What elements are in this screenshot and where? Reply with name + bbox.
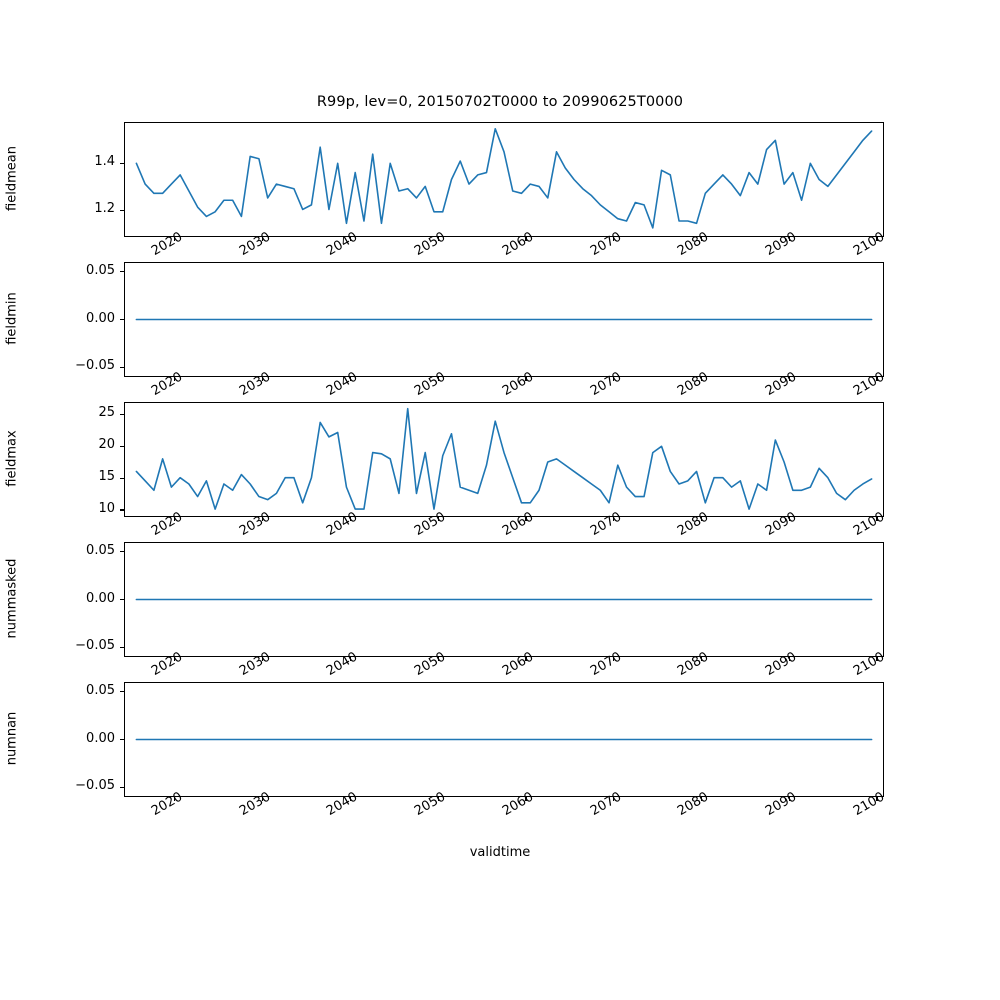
y-tick-mark (120, 691, 124, 693)
x-tick-mark (262, 377, 264, 381)
x-tick-mark (700, 657, 703, 661)
x-tick-mark (174, 797, 176, 801)
plot-line-nummasked (125, 543, 883, 656)
x-tick-mark (349, 377, 351, 381)
plot-line-fieldmin (125, 263, 883, 376)
y-tick-mark (120, 739, 124, 741)
x-tick-mark (613, 797, 615, 801)
y-tick-mark (120, 209, 124, 211)
plot-line-fieldmax (125, 403, 883, 516)
y-tick-label: 20 (98, 437, 115, 453)
y-tick-label: 0.00 (86, 730, 115, 746)
x-tick-mark (349, 237, 351, 241)
y-tick-label: 1.2 (94, 201, 115, 216)
x-tick-mark (525, 797, 527, 801)
x-tick-mark (437, 237, 439, 241)
x-tick-mark (437, 797, 439, 801)
y-tick-mark (120, 162, 124, 164)
y-axis-label-fieldmax: fieldmax (4, 429, 20, 487)
x-tick-mark (700, 237, 703, 241)
x-tick-mark (700, 797, 703, 801)
y-tick-label: 1.4 (94, 154, 115, 170)
x-tick-mark (525, 517, 527, 521)
y-tick-label: 0.05 (86, 682, 115, 698)
y-axis-label-fieldmean: fieldmean (4, 145, 20, 211)
x-tick-mark (613, 237, 615, 241)
y-tick-label: 0.05 (86, 542, 115, 558)
plot-line-fieldmean (125, 123, 883, 236)
y-tick-label: 0.00 (86, 590, 115, 606)
y-tick-mark (120, 445, 124, 447)
x-tick-mark (525, 237, 527, 241)
x-tick-mark (262, 657, 264, 661)
x-tick-mark (349, 797, 351, 801)
plot-line-numnan (125, 683, 883, 796)
x-tick-mark (525, 657, 527, 661)
x-tick-mark (262, 797, 264, 801)
x-tick-mark (525, 377, 527, 381)
axes-fieldmax (124, 402, 884, 517)
y-tick-mark (120, 551, 124, 553)
x-tick-mark (788, 237, 790, 241)
y-tick-mark (120, 477, 124, 479)
x-tick-mark (349, 517, 351, 521)
y-tick-mark (120, 599, 124, 601)
axes-nummasked (124, 542, 884, 657)
x-tick-mark (788, 797, 790, 801)
y-axis-label-numnan: numnan (4, 711, 20, 765)
x-tick-mark (174, 657, 176, 661)
y-tick-label: 15 (98, 469, 115, 485)
x-tick-mark (700, 377, 703, 381)
y-tick-label: −0.05 (75, 358, 115, 374)
y-tick-mark (120, 413, 124, 415)
x-tick-mark (700, 517, 703, 521)
x-tick-mark (876, 797, 878, 801)
x-axis-label: validtime (469, 845, 531, 860)
x-tick-mark (613, 377, 615, 381)
x-tick-mark (788, 517, 790, 521)
x-tick-mark (876, 517, 878, 521)
x-tick-mark (613, 657, 615, 661)
y-axis-label-nummasked: nummasked (4, 558, 20, 638)
x-tick-mark (788, 377, 790, 381)
x-tick-mark (876, 377, 878, 381)
y-tick-mark (120, 319, 124, 321)
y-tick-mark (120, 509, 124, 511)
y-tick-label: 0.00 (86, 310, 115, 326)
x-tick-mark (174, 377, 176, 381)
y-tick-label: 10 (98, 500, 115, 516)
y-tick-label: 0.05 (86, 262, 115, 278)
axes-numnan (124, 682, 884, 797)
x-tick-mark (437, 517, 439, 521)
x-tick-mark (876, 657, 878, 661)
x-tick-mark (174, 237, 176, 241)
x-tick-mark (437, 377, 439, 381)
x-tick-mark (876, 237, 878, 241)
axes-fieldmin (124, 262, 884, 377)
y-tick-label: −0.05 (75, 638, 115, 654)
y-tick-label: 25 (98, 405, 115, 421)
x-tick-mark (437, 657, 439, 661)
y-tick-mark (120, 271, 124, 273)
axes-fieldmean (124, 122, 884, 237)
y-tick-mark (120, 646, 124, 648)
x-tick-mark (174, 517, 176, 521)
figure-title: R99p, lev=0, 20150702T0000 to 20990625T0… (316, 94, 684, 110)
x-tick-mark (349, 657, 351, 661)
y-tick-mark (120, 366, 124, 368)
x-tick-mark (262, 237, 264, 241)
x-tick-mark (262, 517, 264, 521)
x-tick-mark (613, 517, 615, 521)
x-tick-mark (788, 657, 790, 661)
y-tick-label: −0.05 (75, 778, 115, 794)
y-axis-label-fieldmin: fieldmin (4, 291, 20, 345)
y-tick-mark (120, 786, 124, 788)
